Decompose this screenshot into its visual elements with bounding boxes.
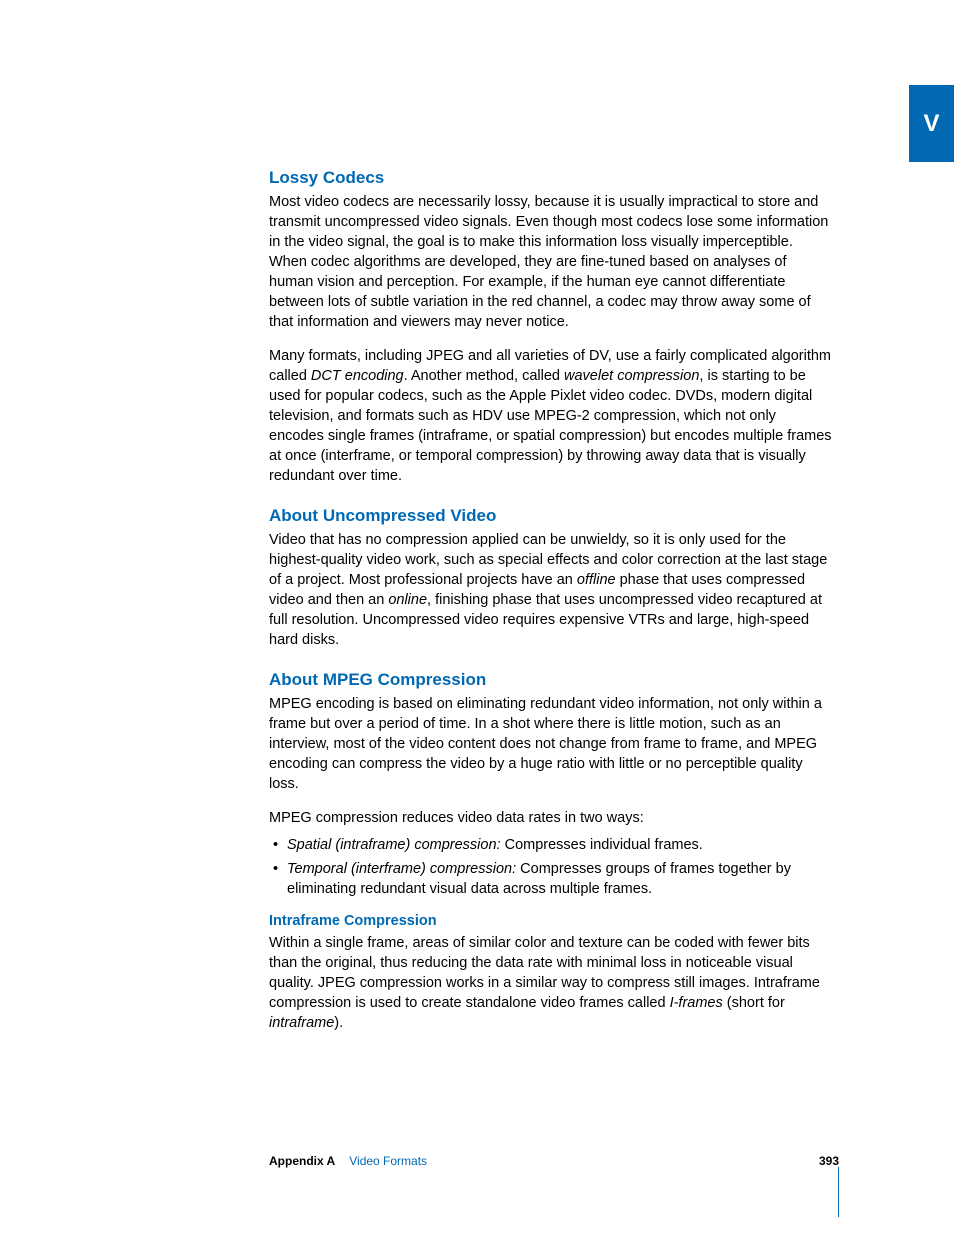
heading-mpeg-compression: About MPEG Compression — [269, 670, 832, 690]
paragraph: Most video codecs are necessarily lossy,… — [269, 192, 832, 332]
emphasis: Temporal (interframe) compression: — [287, 861, 516, 877]
paragraph: MPEG encoding is based on eliminating re… — [269, 694, 832, 794]
side-rule — [838, 1167, 839, 1217]
text: Compresses individual frames. — [501, 837, 703, 853]
emphasis: wavelet compression — [564, 368, 699, 384]
emphasis: I-frames — [670, 995, 723, 1011]
emphasis: Spatial (intraframe) compression: — [287, 837, 501, 853]
emphasis: intraframe — [269, 1015, 334, 1031]
text: Most video codecs are necessarily lossy,… — [269, 194, 828, 330]
footer-left: Appendix A Video Formats — [269, 1154, 427, 1168]
subheading-intraframe: Intraframe Compression — [269, 913, 832, 929]
chapter-tab: V — [909, 85, 954, 162]
page-number: 393 — [819, 1154, 839, 1168]
emphasis: offline — [577, 572, 616, 588]
footer-appendix-label: Appendix A — [269, 1154, 335, 1168]
emphasis: DCT encoding — [311, 368, 404, 384]
heading-lossy-codecs: Lossy Codecs — [269, 168, 832, 188]
paragraph: Many formats, including JPEG and all var… — [269, 346, 832, 486]
section-lossy-codecs: Lossy Codecs Most video codecs are neces… — [269, 168, 832, 486]
list-item: Temporal (interframe) compression: Compr… — [269, 859, 832, 899]
page-footer: Appendix A Video Formats 393 — [269, 1154, 839, 1168]
bullet-list: Spatial (intraframe) compression: Compre… — [269, 835, 832, 899]
paragraph: MPEG compression reduces video data rate… — [269, 808, 832, 828]
page-content: Lossy Codecs Most video codecs are neces… — [269, 168, 832, 1047]
section-uncompressed-video: About Uncompressed Video Video that has … — [269, 506, 832, 650]
paragraph: Within a single frame, areas of similar … — [269, 933, 832, 1033]
text: . Another method, called — [404, 368, 564, 384]
heading-uncompressed-video: About Uncompressed Video — [269, 506, 832, 526]
text: , is starting to be used for popular cod… — [269, 368, 832, 484]
list-item: Spatial (intraframe) compression: Compre… — [269, 835, 832, 855]
footer-title: Video Formats — [349, 1154, 427, 1168]
section-mpeg-compression: About MPEG Compression MPEG encoding is … — [269, 670, 832, 1033]
chapter-tab-label: V — [923, 110, 939, 138]
text: (short for — [723, 995, 785, 1011]
paragraph: Video that has no compression applied ca… — [269, 530, 832, 650]
text: ). — [334, 1015, 343, 1031]
emphasis: online — [388, 592, 427, 608]
